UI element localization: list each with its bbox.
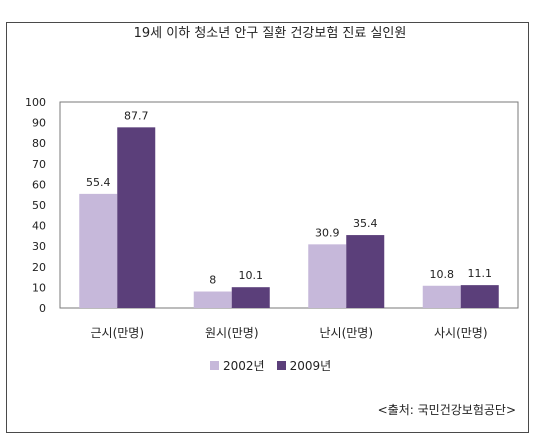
data-label: 10.8 [430,268,455,281]
legend-item-2002: 2002년 [210,357,265,374]
bar [346,235,385,308]
x-tick-label: 사시(만명) [434,326,488,340]
legend: 2002년 2009년 [210,357,331,374]
legend-swatch-2002 [210,361,219,370]
y-tick-label: 10 [32,281,46,294]
x-tick-label: 원시(만명) [205,326,259,340]
x-tick-label: 근시(만명) [90,326,144,340]
bar [193,291,232,308]
y-tick-label: 70 [32,158,46,171]
data-label: 30.9 [315,226,340,239]
y-tick-label: 80 [32,137,46,150]
plot-area [59,101,519,309]
bar [308,244,347,308]
chart-title: 19세 이하 청소년 안구 질환 건강보험 진료 실인원 [133,26,407,41]
bar [79,193,118,308]
bar [460,285,499,308]
y-tick-label: 100 [25,96,46,109]
legend-label-2002: 2002년 [223,359,265,373]
data-label: 11.1 [468,267,493,280]
y-tick-label: 50 [32,199,46,212]
data-label: 35.4 [353,217,378,230]
y-tick-label: 30 [32,240,46,253]
x-tick-label: 난시(만명) [319,326,373,340]
y-tick-label: 20 [32,261,46,274]
bar [117,127,156,308]
data-label: 10.1 [239,269,264,282]
y-tick-label: 60 [32,178,46,191]
legend-label-2009: 2009년 [289,359,332,373]
data-label: 55.4 [86,176,111,189]
legend-swatch-2009 [276,361,286,370]
data-label: 8 [209,274,216,287]
source-note: <출처: 국민건강보험공단> [377,403,516,417]
y-tick-label: 90 [32,117,46,130]
y-tick-label: 0 [39,302,46,315]
bar [231,287,270,308]
bar [422,285,461,308]
data-label: 87.7 [124,109,149,122]
legend-item-2009: 2009년 [276,357,332,374]
y-tick-label: 40 [32,220,46,233]
